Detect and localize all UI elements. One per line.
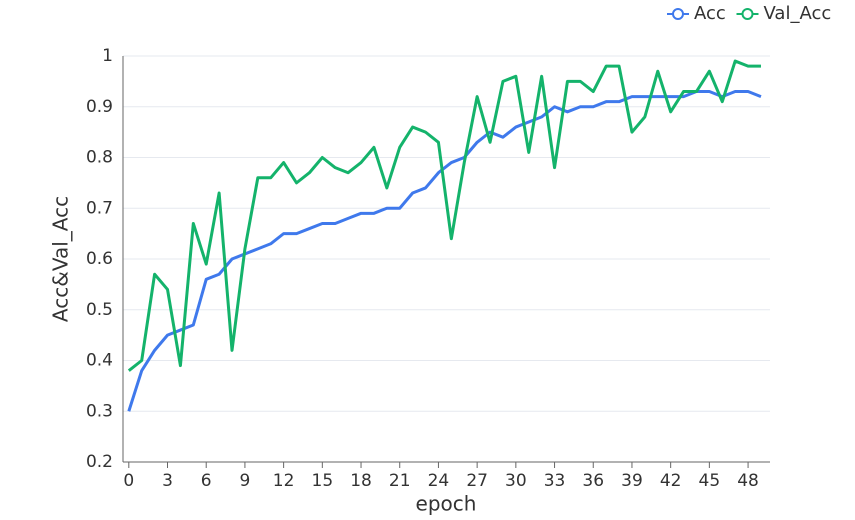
x-tick-label: 48 [737,471,759,491]
y-tick-label: 0.3 [86,401,113,421]
y-tick-label: 0.8 [86,148,113,168]
legend-label: Acc [694,3,726,24]
y-tick-label: 0.2 [86,452,113,472]
y-axis-label: Acc&Val_Acc [49,196,73,322]
x-tick-label: 24 [428,471,450,491]
x-tick-label: 9 [240,471,251,491]
x-tick-label: 18 [350,471,372,491]
x-tick-label: 45 [699,471,721,491]
line-series [127,90,762,412]
x-tick-label: 42 [660,471,682,491]
x-tick-label: 36 [582,471,604,491]
legend-label: Val_Acc [764,3,832,24]
y-tick-label: 1 [102,46,113,66]
legend-icon-circle [741,8,754,20]
y-tick-label: 0.7 [86,198,113,218]
x-tick-label: 12 [273,471,295,491]
x-tick-label: 3 [162,471,173,491]
x-tick-label: 30 [505,471,527,491]
y-tick-label: 0.6 [86,249,113,269]
x-tick-label: 6 [201,471,212,491]
y-tick-label: 0.5 [86,300,113,320]
x-tick-label: 21 [389,471,411,491]
y-tick-label: 0.9 [86,97,113,117]
y-tick-label: 0.4 [86,351,113,371]
legend-icon-circle [672,8,684,20]
x-tick-label: 39 [621,471,643,491]
x-tick-label: 0 [123,471,134,491]
x-tick-label: 33 [544,471,566,491]
x-axis-label: epoch [416,492,477,516]
x-tick-label: 15 [312,471,334,491]
line-series [127,59,761,372]
x-tick-label: 27 [466,471,488,491]
